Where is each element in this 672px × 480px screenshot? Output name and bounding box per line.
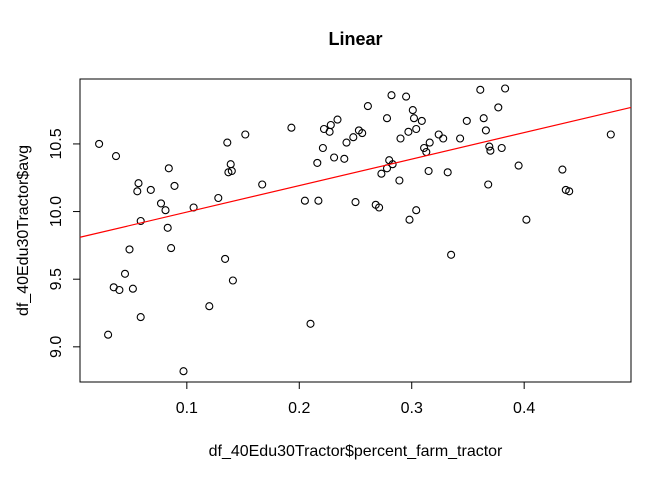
data-point (402, 92, 411, 101)
data-point (161, 206, 170, 215)
data-point (223, 138, 232, 147)
x-tick-label: 0.3 (401, 400, 423, 417)
data-point (424, 166, 433, 176)
data-point (497, 143, 506, 153)
data-point (358, 129, 367, 138)
data-point (115, 285, 124, 295)
data-point (404, 127, 413, 136)
data-point (382, 114, 392, 123)
data-point (125, 245, 134, 254)
data-point (565, 187, 574, 196)
data-point (326, 120, 335, 130)
x-axis-label: df_40Edu30Tractor$percent_farm_tractor (209, 443, 503, 460)
data-point (420, 143, 429, 153)
data-point (120, 269, 130, 278)
data-point (405, 215, 414, 224)
data-point (134, 179, 143, 188)
data-point (156, 199, 166, 208)
data-point (226, 160, 235, 169)
data-point (396, 134, 405, 143)
data-point (136, 216, 145, 226)
data-point (417, 116, 426, 125)
data-point (318, 143, 327, 153)
data-point (439, 134, 448, 143)
data-point (342, 138, 351, 147)
data-point (412, 206, 421, 215)
chart-title: Linear (328, 29, 382, 49)
data-point (95, 139, 104, 148)
data-point (522, 215, 531, 224)
data-point (287, 123, 296, 132)
data-point (351, 198, 360, 207)
x-tick-label: 0.2 (288, 400, 310, 417)
plot-box (79, 78, 632, 383)
data-point (306, 319, 315, 328)
data-point (340, 154, 349, 163)
data-point (425, 138, 434, 147)
data-point (179, 367, 188, 376)
data-point (375, 203, 384, 212)
y-tick-label: 10.0 (48, 196, 65, 227)
data-point (501, 84, 510, 93)
data-point (104, 330, 113, 339)
data-point (485, 142, 494, 151)
data-point (484, 180, 493, 189)
data-point (494, 103, 503, 112)
data-point (128, 284, 137, 293)
data-point (314, 196, 323, 205)
data-point (205, 302, 214, 311)
data-point (167, 244, 176, 253)
data-point (163, 223, 172, 232)
data-point (300, 196, 309, 205)
y-tick-label: 9.5 (48, 268, 65, 290)
data-point (408, 106, 417, 115)
data-point (227, 166, 236, 176)
data-point (387, 91, 396, 100)
data-point (409, 114, 419, 123)
data-point (241, 130, 250, 139)
data-point (558, 165, 567, 174)
data-point (228, 276, 237, 285)
data-point (395, 176, 404, 185)
y-axis-label: df_40Edu30Tractor$avg (15, 145, 32, 316)
data-point (146, 185, 155, 194)
data-point (330, 153, 339, 162)
data-point (136, 313, 145, 322)
data-point (258, 180, 267, 189)
data-point (412, 124, 421, 134)
data-point (606, 130, 615, 139)
x-tick-label: 0.4 (513, 400, 535, 417)
plot-area: 0.1 0.2 0.3 0.4 9.0 9.5 10.0 10.5 (48, 78, 632, 417)
data-point (514, 161, 523, 170)
regression-line (79, 106, 632, 238)
y-tick-label: 10.5 (48, 128, 65, 159)
data-point (349, 133, 358, 142)
data-point (486, 146, 495, 155)
data-point (363, 102, 372, 111)
data-point (333, 115, 342, 124)
data-point (447, 250, 456, 259)
data-point (443, 168, 452, 177)
data-point (214, 193, 223, 203)
data-point (434, 130, 443, 139)
data-point (479, 114, 488, 123)
x-tick-label: 0.1 (176, 400, 198, 417)
data-point (377, 169, 386, 178)
data-point (164, 164, 173, 173)
data-point (221, 254, 230, 263)
data-point (170, 181, 179, 190)
data-point (462, 116, 471, 125)
data-point (133, 187, 142, 196)
y-tick-label: 9.0 (48, 336, 65, 358)
data-point (476, 85, 485, 94)
data-point (325, 127, 334, 136)
data-point (111, 152, 121, 161)
data-point (456, 134, 465, 143)
data-point (313, 158, 322, 167)
data-point (481, 126, 490, 135)
